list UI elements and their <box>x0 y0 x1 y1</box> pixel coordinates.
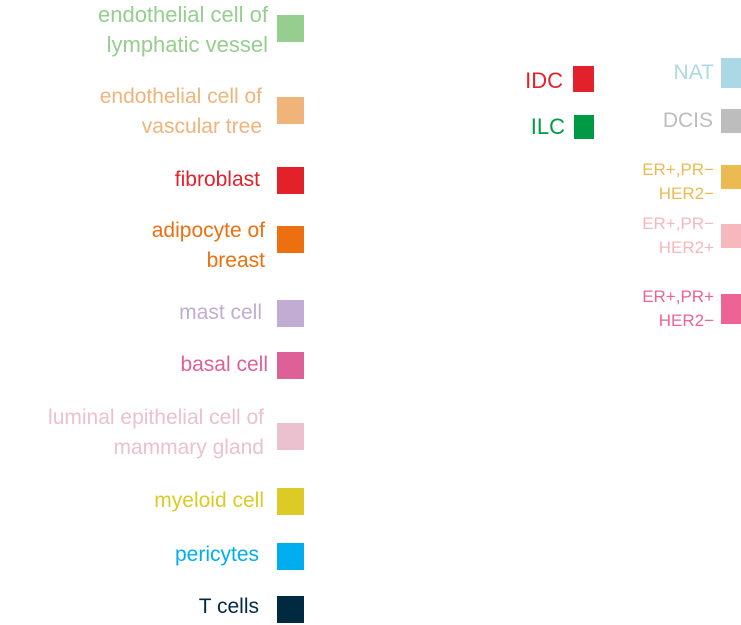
legend-label: ER+,PR− HER2+ <box>642 214 714 257</box>
legend-item-myeloid-cell: myeloid cell <box>0 486 305 516</box>
legend-label: ILC <box>530 114 565 139</box>
legend-label: ER+,PR+ HER2− <box>642 287 714 330</box>
legend-swatch <box>574 115 594 139</box>
legend-swatch <box>573 66 594 92</box>
legend-label: endothelial cell of lymphatic vessel <box>97 2 268 57</box>
legend-label: NAT <box>673 61 714 84</box>
legend-item-nat: NAT <box>600 58 741 88</box>
legend-swatch <box>721 294 741 324</box>
legend-item-t-cells: T cells <box>0 592 305 623</box>
legend-label: adipocyte of breast <box>151 219 265 272</box>
legend-item-vascular-endothelial: endothelial cell of vascular tree <box>0 82 305 140</box>
legend-label: fibroblast <box>174 168 260 191</box>
legend-swatch <box>721 224 741 248</box>
legend-item-fibroblast: fibroblast <box>0 165 305 195</box>
legend-swatch <box>721 165 741 189</box>
legend-item-adipocyte: adipocyte of breast <box>0 216 305 274</box>
legend-item-er-pos-pr-neg-her2-neg: ER+,PR− HER2− <box>600 158 741 206</box>
legend-item-ilc: ILC <box>480 112 595 142</box>
legend-item-pericytes: pericytes <box>0 540 305 570</box>
legend-item-luminal-epithelial: luminal epithelial cell of mammary gland <box>0 403 305 461</box>
legend-label: endothelial cell of vascular tree <box>99 85 262 138</box>
legend-swatch <box>277 226 304 253</box>
legend-swatch <box>277 97 304 124</box>
legend-label: mast cell <box>179 301 262 324</box>
legend-label: luminal epithelial cell of mammary gland <box>48 406 264 459</box>
legend-swatch <box>277 543 304 570</box>
legend-item-lymphatic-endothelial: endothelial cell of lymphatic vessel <box>0 0 305 58</box>
legend-swatch <box>277 488 304 515</box>
legend-label: ER+,PR− HER2− <box>642 160 714 203</box>
legend-label: basal cell <box>180 353 268 376</box>
legend-swatch <box>277 423 304 450</box>
legend-item-idc: IDC <box>480 66 595 96</box>
legend-item-er-pos-pr-neg-her2-pos: ER+,PR− HER2+ <box>600 212 741 260</box>
legend-swatch <box>277 15 304 42</box>
legend-label: myeloid cell <box>154 489 264 512</box>
legend-item-mast-cell: mast cell <box>0 298 305 328</box>
legend-swatch <box>277 167 304 194</box>
legend-swatch <box>277 300 304 327</box>
legend-label: DCIS <box>662 109 713 132</box>
legend-swatch <box>277 596 304 623</box>
legend-swatch <box>721 109 741 133</box>
legend-label: pericytes <box>174 543 259 566</box>
legend-swatch <box>721 58 741 88</box>
legend-item-basal-cell: basal cell <box>0 350 305 380</box>
legend-item-er-pos-pr-pos-her2-neg: ER+,PR+ HER2− <box>600 285 741 333</box>
legend-label: IDC <box>525 68 563 93</box>
legend-item-dcis: DCIS <box>600 106 741 136</box>
legend-swatch <box>277 352 304 379</box>
legend-label: T cells <box>198 595 259 618</box>
